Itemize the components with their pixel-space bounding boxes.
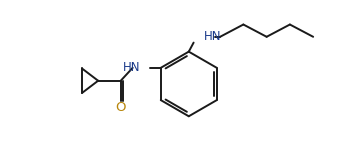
- Text: HN: HN: [123, 61, 141, 74]
- Text: HN: HN: [204, 30, 222, 43]
- Text: O: O: [116, 101, 126, 114]
